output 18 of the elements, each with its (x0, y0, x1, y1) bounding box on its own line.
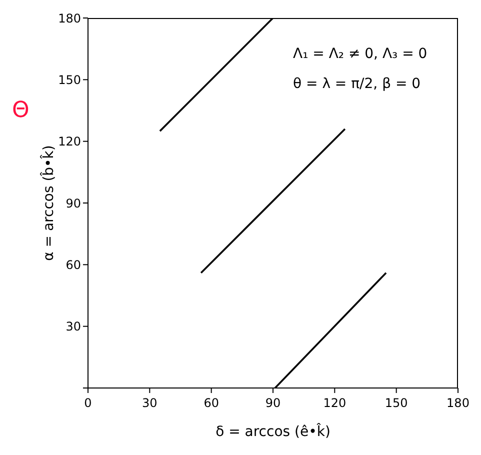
annotation: Λ₁ = Λ₂ ≠ 0, Λ₃ = 0 (293, 46, 428, 62)
y-tick-label: 30 (66, 320, 81, 334)
y-tick-label: 90 (66, 196, 81, 210)
y-tick-label: 180 (58, 11, 81, 26)
x-tick-label: 0 (84, 396, 92, 410)
x-tick-label: 150 (384, 396, 408, 410)
y-tick-label: 120 (58, 134, 81, 149)
x-axis-title: δ = arccos (ê•k̂) (216, 422, 330, 440)
y-tick-label: 150 (58, 72, 81, 87)
x-tick-label: 60 (204, 396, 219, 410)
x-tick-label: 90 (265, 396, 281, 410)
y-axis-title: α = arccos (b̂•k̂) (39, 145, 57, 261)
text: Θ (12, 98, 30, 123)
x-tick-label: 30 (142, 396, 158, 410)
x-tick-label: 180 (446, 396, 470, 410)
y-tick-label: 60 (66, 258, 81, 272)
x-tick-label: 120 (323, 396, 346, 410)
annotation: θ = λ = π/2, β = 0 (293, 76, 421, 92)
